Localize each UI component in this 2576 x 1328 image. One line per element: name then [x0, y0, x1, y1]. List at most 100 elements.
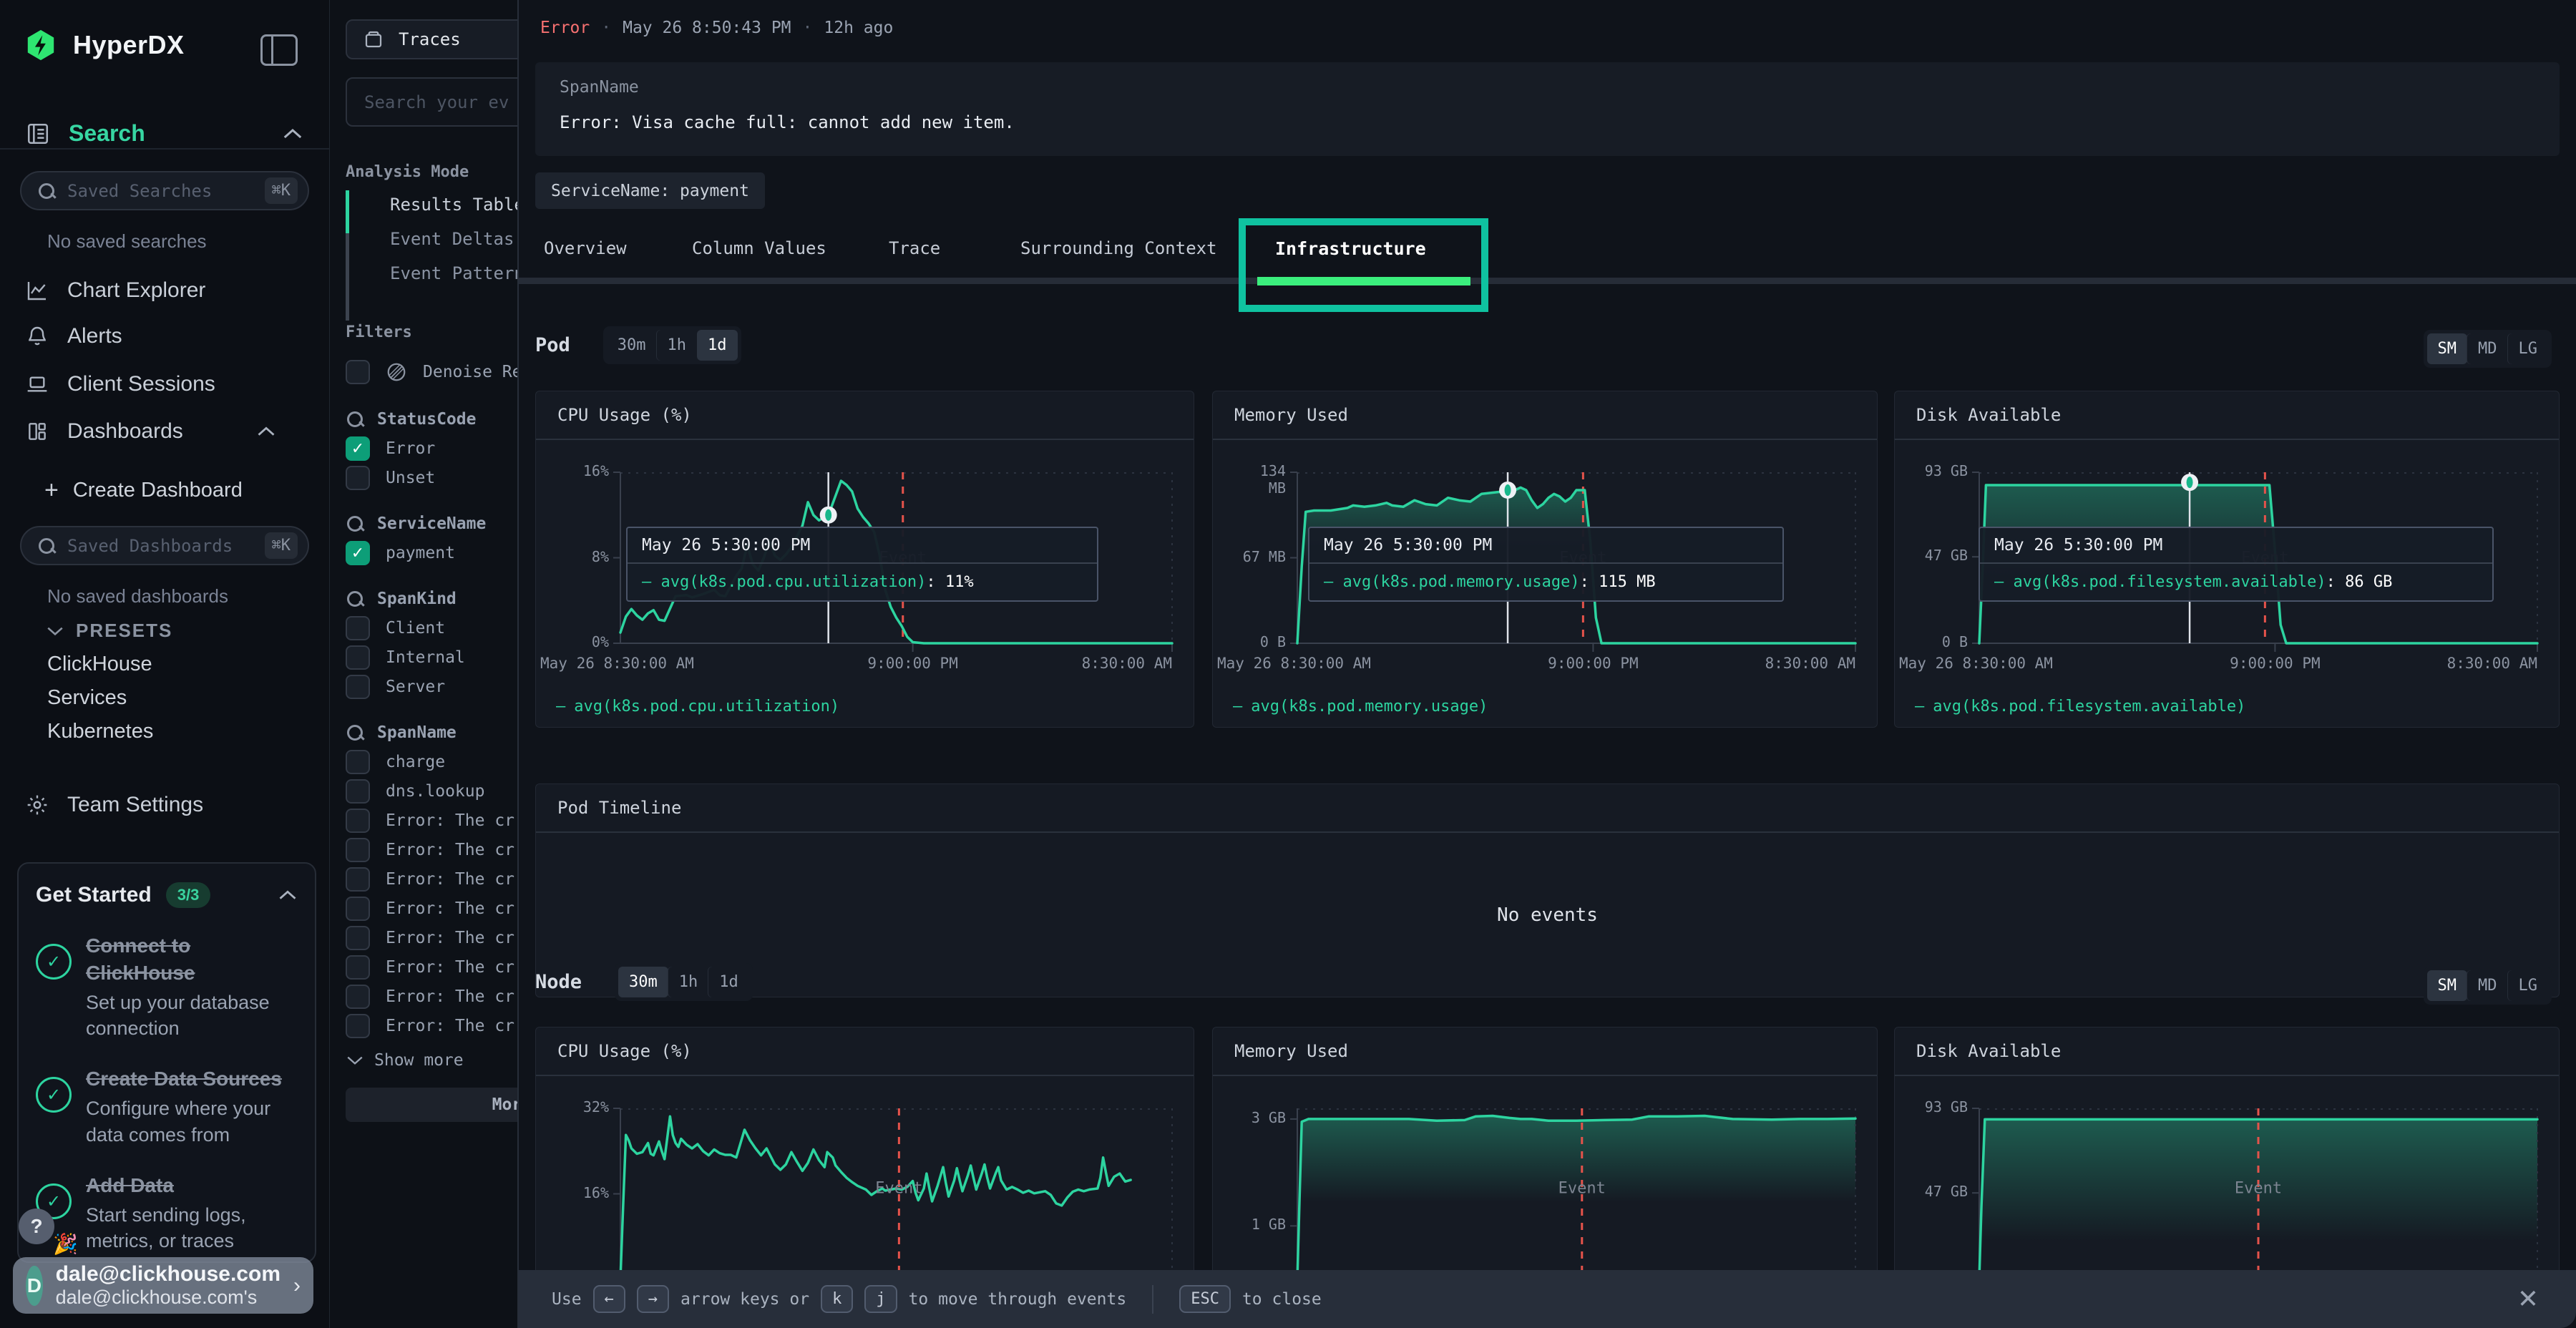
arrow-right-key[interactable]: →: [636, 1285, 670, 1313]
filter-option-error-the-cr[interactable]: Error: The cr: [346, 952, 517, 982]
saved-dashboards-input[interactable]: Saved Dashboards ⌘K: [20, 526, 309, 565]
pod-cpu-chart[interactable]: 16%8%0%EventMay 26 8:30:00 AM9:00:00 PM8…: [536, 440, 1194, 727]
checkbox-icon[interactable]: ✓: [346, 540, 370, 565]
checkbox-icon[interactable]: [346, 778, 370, 804]
filter-option-charge[interactable]: charge: [346, 747, 517, 776]
node-size-sm[interactable]: SM: [2426, 970, 2467, 1001]
get-started-item-sources[interactable]: ✓ Create Data Sources Configure where yo…: [36, 1065, 298, 1148]
filter-option-dns-lookup[interactable]: dns.lookup: [346, 776, 517, 806]
filter-option-payment[interactable]: ✓ payment: [346, 538, 517, 567]
filter-option-denoise[interactable]: Denoise Re: [346, 356, 517, 388]
filter-option-error-the-cr[interactable]: Error: The cr: [346, 806, 517, 835]
chevron-up-icon[interactable]: [282, 127, 303, 141]
sidebar-item-chart-explorer[interactable]: Chart Explorer: [26, 276, 305, 305]
mode-event-patterns[interactable]: Event Patterns: [390, 263, 517, 283]
filter-option-error-the-cr[interactable]: Error: The cr: [346, 982, 517, 1011]
source-select[interactable]: Traces: [346, 19, 517, 59]
filters-label: Filters: [346, 323, 412, 341]
chevron-up-icon[interactable]: [256, 425, 276, 438]
get-started-item-add-data[interactable]: ✓ Add Data Start sending logs, metrics, …: [36, 1172, 298, 1254]
esc-key[interactable]: ESC: [1179, 1285, 1231, 1313]
node-memory-chart[interactable]: 3 GB 1 GB Event: [1213, 1076, 1877, 1328]
node-size-md[interactable]: MD: [2467, 970, 2508, 1001]
tooltip-series-row: — avg(k8s.pod.memory.usage): 115 MB: [1324, 573, 1656, 591]
presets-section-toggle[interactable]: PRESETS: [46, 620, 172, 642]
checkbox-icon[interactable]: ✓: [346, 436, 370, 461]
get-started-item-connect[interactable]: ✓ Connect to ClickHouse Set up your data…: [36, 932, 298, 1041]
checkbox-icon[interactable]: [346, 984, 370, 1009]
checkbox-icon[interactable]: [346, 465, 370, 490]
sidebar-item-dashboards[interactable]: Dashboards: [26, 417, 305, 446]
j-key[interactable]: j: [864, 1285, 897, 1313]
show-more-button[interactable]: Show more: [346, 1045, 517, 1076]
filter-option-error[interactable]: ✓ Error: [346, 434, 517, 463]
filter-option-client[interactable]: Client: [346, 613, 517, 643]
sidebar-collapse-icon[interactable]: [260, 34, 298, 66]
checkbox-icon[interactable]: [346, 674, 370, 699]
event-search-input[interactable]: Search your ev: [346, 77, 517, 127]
checkbox-icon[interactable]: [346, 954, 370, 980]
tab-trace[interactable]: Trace: [889, 238, 941, 258]
sidebar-item-team-settings[interactable]: Team Settings: [26, 791, 305, 819]
checkbox-icon[interactable]: [346, 1013, 370, 1038]
checkbox-icon[interactable]: [346, 866, 370, 892]
chevron-up-icon[interactable]: [278, 889, 298, 902]
tab-infrastructure[interactable]: Infrastructure: [1275, 238, 1426, 259]
app-title: HyperDX: [73, 30, 185, 59]
filter-option-error-the-cr[interactable]: Error: The cr: [346, 835, 517, 864]
sidebar-item-client-sessions[interactable]: Client Sessions: [26, 370, 305, 399]
tab-surrounding-context[interactable]: Surrounding Context: [1020, 238, 1217, 258]
checkbox-icon[interactable]: [346, 360, 370, 384]
search-config-column: Traces Search your ev Analysis Mode Resu…: [330, 0, 517, 1328]
x-axis-label: 9:00:00 PM: [2230, 655, 2321, 672]
preset-kubernetes[interactable]: Kubernetes: [47, 720, 154, 743]
checkbox-icon[interactable]: [346, 896, 370, 921]
k-key[interactable]: k: [821, 1285, 854, 1313]
tab-overview[interactable]: Overview: [544, 238, 627, 258]
service-name-chip[interactable]: ServiceName: payment: [535, 172, 765, 209]
checkbox-icon[interactable]: [346, 615, 370, 640]
checkbox-icon[interactable]: [346, 837, 370, 862]
saved-searches-input[interactable]: Saved Searches ⌘K: [20, 171, 309, 210]
more-filters-button[interactable]: More fil: [346, 1088, 517, 1122]
filter-option-error-the-cr[interactable]: Error: The cr: [346, 864, 517, 894]
node-range-1d[interactable]: 1d: [708, 967, 749, 997]
pod-size-lg[interactable]: LG: [2508, 333, 2549, 364]
pod-size-sm[interactable]: SM: [2426, 333, 2467, 364]
filter-option-error-the-cr[interactable]: Error: The cr: [346, 894, 517, 923]
filter-option-error-the-cr[interactable]: Error: The cr: [346, 923, 517, 952]
app-logo[interactable]: HyperDX: [24, 27, 185, 63]
close-icon[interactable]: ✕: [2517, 1284, 2539, 1314]
preset-services[interactable]: Services: [47, 686, 127, 709]
pod-range-30m[interactable]: 30m: [617, 336, 646, 354]
sidebar: HyperDX Search Saved Searches ⌘K No save…: [0, 0, 330, 1328]
pod-range-1d[interactable]: 1d: [697, 330, 738, 361]
keyboard-hints-bar: Use ← → arrow keys or k j to move throug…: [519, 1270, 2576, 1328]
mode-event-deltas[interactable]: Event Deltas: [390, 229, 514, 249]
filter-option-internal[interactable]: Internal: [346, 643, 517, 672]
mode-results-table[interactable]: Results Table: [390, 195, 517, 215]
tab-column-values[interactable]: Column Values: [692, 238, 826, 258]
sidebar-item-search[interactable]: Search: [26, 120, 303, 147]
arrow-left-key[interactable]: ←: [592, 1285, 625, 1313]
filter-option-server[interactable]: Server: [346, 672, 517, 701]
filter-option-unset[interactable]: Unset: [346, 463, 517, 492]
preset-clickhouse[interactable]: ClickHouse: [47, 653, 152, 675]
pod-size-md[interactable]: MD: [2467, 333, 2508, 364]
divider: [1152, 1284, 1154, 1314]
node-range-1h[interactable]: 1h: [668, 967, 709, 997]
pod-range-1h[interactable]: 1h: [657, 330, 698, 361]
checkbox-icon[interactable]: [346, 645, 370, 670]
checkbox-icon[interactable]: [346, 749, 370, 774]
node-size-lg[interactable]: LG: [2508, 970, 2549, 1001]
node-range-30m[interactable]: 30m: [618, 967, 668, 997]
filter-option-error-the-cr[interactable]: Error: The cr: [346, 1011, 517, 1040]
sidebar-item-alerts[interactable]: Alerts: [26, 322, 305, 351]
checkbox-icon[interactable]: [346, 808, 370, 833]
help-button[interactable]: ?: [19, 1209, 54, 1244]
checkbox-icon[interactable]: [346, 925, 370, 950]
create-dashboard-button[interactable]: + Create Dashboard: [44, 477, 243, 504]
user-account-button[interactable]: D dale@clickhouse.com dale@clickhouse.co…: [13, 1257, 313, 1314]
